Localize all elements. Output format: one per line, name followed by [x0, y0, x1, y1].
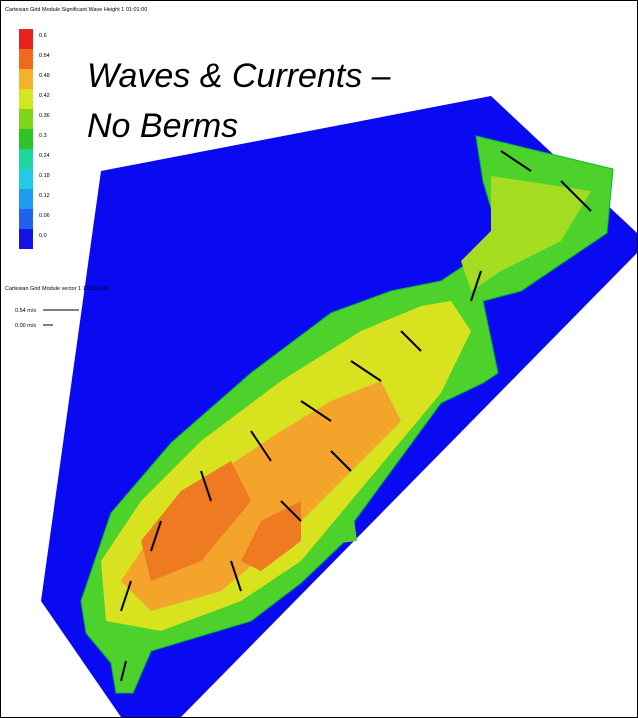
legend-label: 0.54	[39, 53, 50, 59]
vector-legend-title: Cartesian Grid Module vector 1 1 01:01:0…	[5, 286, 109, 292]
legend-label: 0.18	[39, 173, 50, 179]
legend-swatch	[19, 209, 33, 229]
legend-swatch	[19, 229, 33, 249]
legend-swatch	[19, 29, 33, 49]
legend: 0.6 0.54 0.48 0.42 0.36 0.3 0.24 0.18 0.12 0.06 0.…	[19, 29, 50, 249]
map: Cartesian Grid Module Significant Wave H…	[1, 1, 637, 717]
legend-label: 0.0	[39, 233, 47, 239]
legend-label: 0.6	[39, 33, 47, 39]
legend-title: Cartesian Grid Module Significant Wave H…	[5, 7, 147, 13]
page: Cartesian Grid Module Significant Wave H…	[0, 0, 638, 718]
legend-label: 0.24	[39, 153, 50, 159]
legend-swatch	[19, 169, 33, 189]
title: Waves & Currents –	[87, 57, 392, 95]
legend-swatch	[19, 189, 33, 209]
legend-label: 0.36	[39, 113, 50, 119]
legend-label: 0.12	[39, 193, 50, 199]
vector-label: 0.00 m/s	[15, 323, 36, 329]
legend-swatch	[19, 109, 33, 129]
legend-label: 0.42	[39, 93, 50, 99]
legend-label: 0.48	[39, 73, 50, 79]
legend-swatch	[19, 149, 33, 169]
legend-swatch	[19, 69, 33, 89]
legend-swatch	[19, 89, 33, 109]
legend-swatch	[19, 129, 33, 149]
legend-swatch	[19, 49, 33, 69]
legend-label: 0.3	[39, 133, 47, 139]
vector-label: 0.54 m/s	[15, 308, 36, 314]
legend-label: 0.06	[39, 213, 50, 219]
title: No Berms	[87, 107, 238, 145]
